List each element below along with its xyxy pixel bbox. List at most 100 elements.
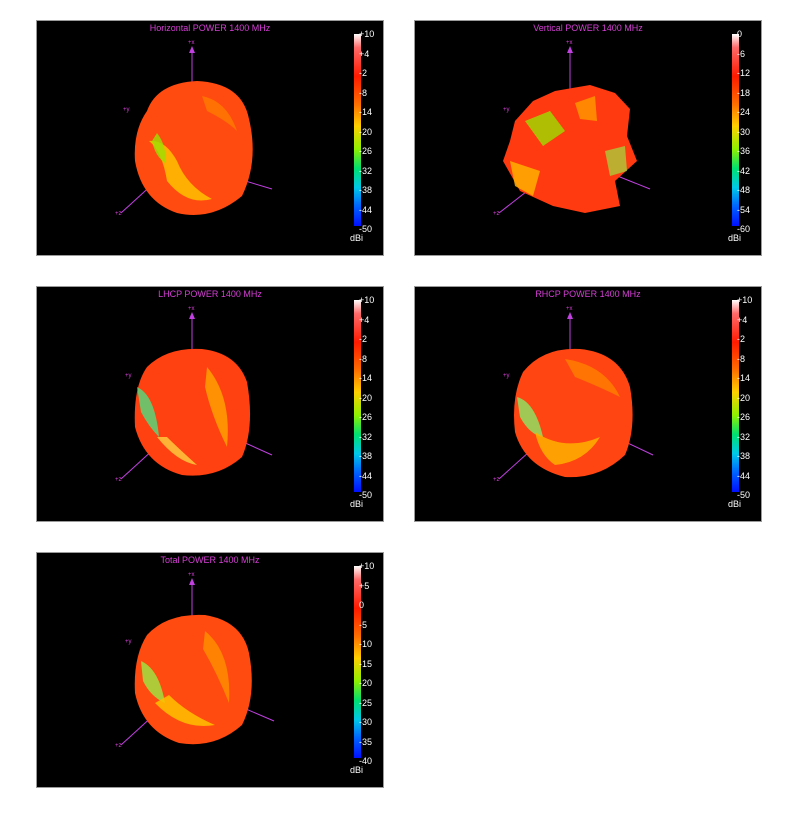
panel-title: LHCP POWER 1400 MHz xyxy=(158,289,262,299)
pattern-panel-rhcp: +x +y +z RHCP POWER 1400 MHz +10 +4 -2 -… xyxy=(414,286,762,522)
scale-tick: -50 xyxy=(737,490,751,500)
scale-tick: -36 xyxy=(737,146,751,156)
pattern-midtone xyxy=(203,631,230,703)
scale-tick: -10 xyxy=(359,639,373,649)
scale-ticks: +10 +4 -2 -8 -14 -20 -26 -32 -38 -44 -50 xyxy=(359,295,379,500)
pattern-panel-total: +x +y +z Total POWER 1400 MHz +10 +5 0 -… xyxy=(36,552,384,788)
scale-tick: -20 xyxy=(359,126,373,137)
axis-label-z: +z xyxy=(115,211,122,217)
pattern-midtone xyxy=(157,437,197,465)
scale-tick: -14 xyxy=(737,373,751,383)
scale-tick: +10 xyxy=(359,561,375,571)
pattern-hotspot xyxy=(155,695,215,727)
scale-tick: +4 xyxy=(737,314,748,325)
scale-ticks: +10 +4 -2 -8 -14 -20 -26 -32 -38 -44 -50 xyxy=(737,295,757,500)
axis-label-x: +x xyxy=(188,572,195,578)
scale-tick: +4 xyxy=(359,48,370,59)
scale-tick: -18 xyxy=(737,87,751,98)
scale-tick: -32 xyxy=(737,431,751,442)
pattern-low-region xyxy=(137,387,159,437)
scale-tick: -26 xyxy=(737,412,751,422)
axis-label-y: +y xyxy=(503,373,510,379)
x-axis-arrow xyxy=(189,578,195,585)
color-scale-bar xyxy=(354,34,361,226)
scale-tick: +10 xyxy=(359,29,375,39)
color-scale-bar xyxy=(732,300,739,492)
scale-tick: -44 xyxy=(359,204,373,215)
axis-label-y: +y xyxy=(123,107,130,113)
scale-tick: -54 xyxy=(737,204,751,215)
pattern-low-region xyxy=(152,133,166,163)
pattern-midtone xyxy=(202,96,237,131)
pattern-low-region xyxy=(525,111,565,146)
pattern-panel-horizontal: +x +y +z Horizontal POWER 1400 MHz +10 +… xyxy=(36,20,384,256)
scale-tick: -44 xyxy=(737,470,751,481)
pattern-surface xyxy=(134,614,252,745)
axis-label-y: +y xyxy=(125,373,132,379)
panel-title: Total POWER 1400 MHz xyxy=(160,555,260,565)
scale-tick: -6 xyxy=(737,48,746,59)
radiation-plot xyxy=(120,578,275,746)
scale-tick: -35 xyxy=(359,736,373,747)
color-scale-bar xyxy=(354,300,361,492)
panel-title: Vertical POWER 1400 MHz xyxy=(533,23,643,33)
scale-tick: -2 xyxy=(359,68,368,78)
axis-label-z: +z xyxy=(493,477,500,483)
scale-tick: -38 xyxy=(359,185,373,195)
scale-unit: dBi xyxy=(349,499,363,509)
pattern-low-region xyxy=(517,397,543,437)
radiation-plot xyxy=(498,46,651,214)
scale-tick: -14 xyxy=(359,373,373,383)
scale-tick: -20 xyxy=(359,678,373,688)
scale-tick: -2 xyxy=(737,334,746,344)
scale-tick: -8 xyxy=(359,353,368,364)
axis-label-x: +x xyxy=(566,40,573,46)
scale-tick: -26 xyxy=(359,146,373,156)
axis-label-y: +y xyxy=(125,639,132,645)
scale-tick: -2 xyxy=(359,334,368,344)
scale-tick: -24 xyxy=(737,107,751,117)
axis-label-z: +z xyxy=(493,211,500,217)
panel-title: Horizontal POWER 1400 MHz xyxy=(149,23,271,33)
x-axis-arrow xyxy=(567,46,573,53)
scale-tick: +5 xyxy=(359,580,370,591)
pattern-low-region xyxy=(141,661,165,703)
scale-tick: -38 xyxy=(737,451,751,461)
scale-tick: +4 xyxy=(359,314,370,325)
scale-tick: -14 xyxy=(359,107,373,117)
axis-label-x: +x xyxy=(188,306,195,312)
scale-tick: -26 xyxy=(359,412,373,422)
scale-tick: -50 xyxy=(359,224,373,234)
color-scale-bar xyxy=(354,566,361,758)
scale-tick: +10 xyxy=(359,295,375,305)
radiation-plot xyxy=(120,312,273,480)
pattern-panel-lhcp: +x +y +z LHCP POWER 1400 MHz +10 +4 -2 -… xyxy=(36,286,384,522)
scale-tick: +10 xyxy=(737,295,753,305)
pattern-midtone xyxy=(575,96,597,121)
scale-tick: 0 xyxy=(359,600,365,610)
scale-tick: -40 xyxy=(359,756,373,766)
scale-tick: -20 xyxy=(359,392,373,403)
pattern-hotspot xyxy=(205,367,228,447)
scale-tick: -38 xyxy=(359,451,373,461)
scale-unit: dBi xyxy=(349,233,363,243)
scale-tick: 0 xyxy=(737,29,743,39)
scale-tick: -8 xyxy=(737,353,746,364)
panel-title: RHCP POWER 1400 MHz xyxy=(535,289,641,299)
scale-tick: -32 xyxy=(359,165,373,176)
scale-tick: -5 xyxy=(359,619,368,630)
scale-ticks: +10 +5 0 -5 -10 -15 -20 -25 -30 -35 -40 xyxy=(359,561,379,766)
scale-tick: -48 xyxy=(737,185,751,195)
axis-label-y: +y xyxy=(503,107,510,113)
axis-label-z: +z xyxy=(115,743,122,749)
pattern-low-region-2 xyxy=(605,146,627,176)
x-axis-arrow xyxy=(189,46,195,53)
scale-tick: -25 xyxy=(359,697,373,708)
axis-label-x: +x xyxy=(566,306,573,312)
x-axis-arrow xyxy=(189,312,195,319)
scale-tick: -50 xyxy=(359,490,373,500)
scale-tick: -15 xyxy=(359,658,373,669)
pattern-panel-vertical: +x +y +z Vertical POWER 1400 MHz 0 -6 -1… xyxy=(414,20,762,256)
x-axis-arrow xyxy=(567,312,573,319)
scale-ticks: 0 -6 -12 -18 -24 -30 -36 -42 -48 -54 -60 xyxy=(737,29,757,234)
